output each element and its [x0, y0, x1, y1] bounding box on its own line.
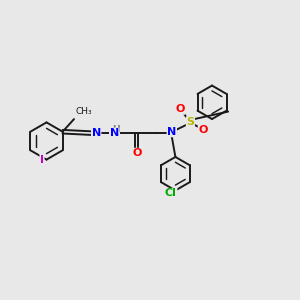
- Text: N: N: [92, 128, 101, 138]
- Text: CH₃: CH₃: [76, 106, 92, 116]
- Text: H: H: [112, 125, 119, 134]
- Text: N: N: [167, 127, 176, 137]
- Text: O: O: [175, 104, 184, 114]
- Text: O: O: [132, 148, 141, 158]
- Text: O: O: [198, 125, 208, 135]
- Text: S: S: [186, 117, 194, 127]
- Text: I: I: [40, 154, 44, 165]
- Text: N: N: [110, 128, 119, 138]
- Text: Cl: Cl: [165, 188, 177, 198]
